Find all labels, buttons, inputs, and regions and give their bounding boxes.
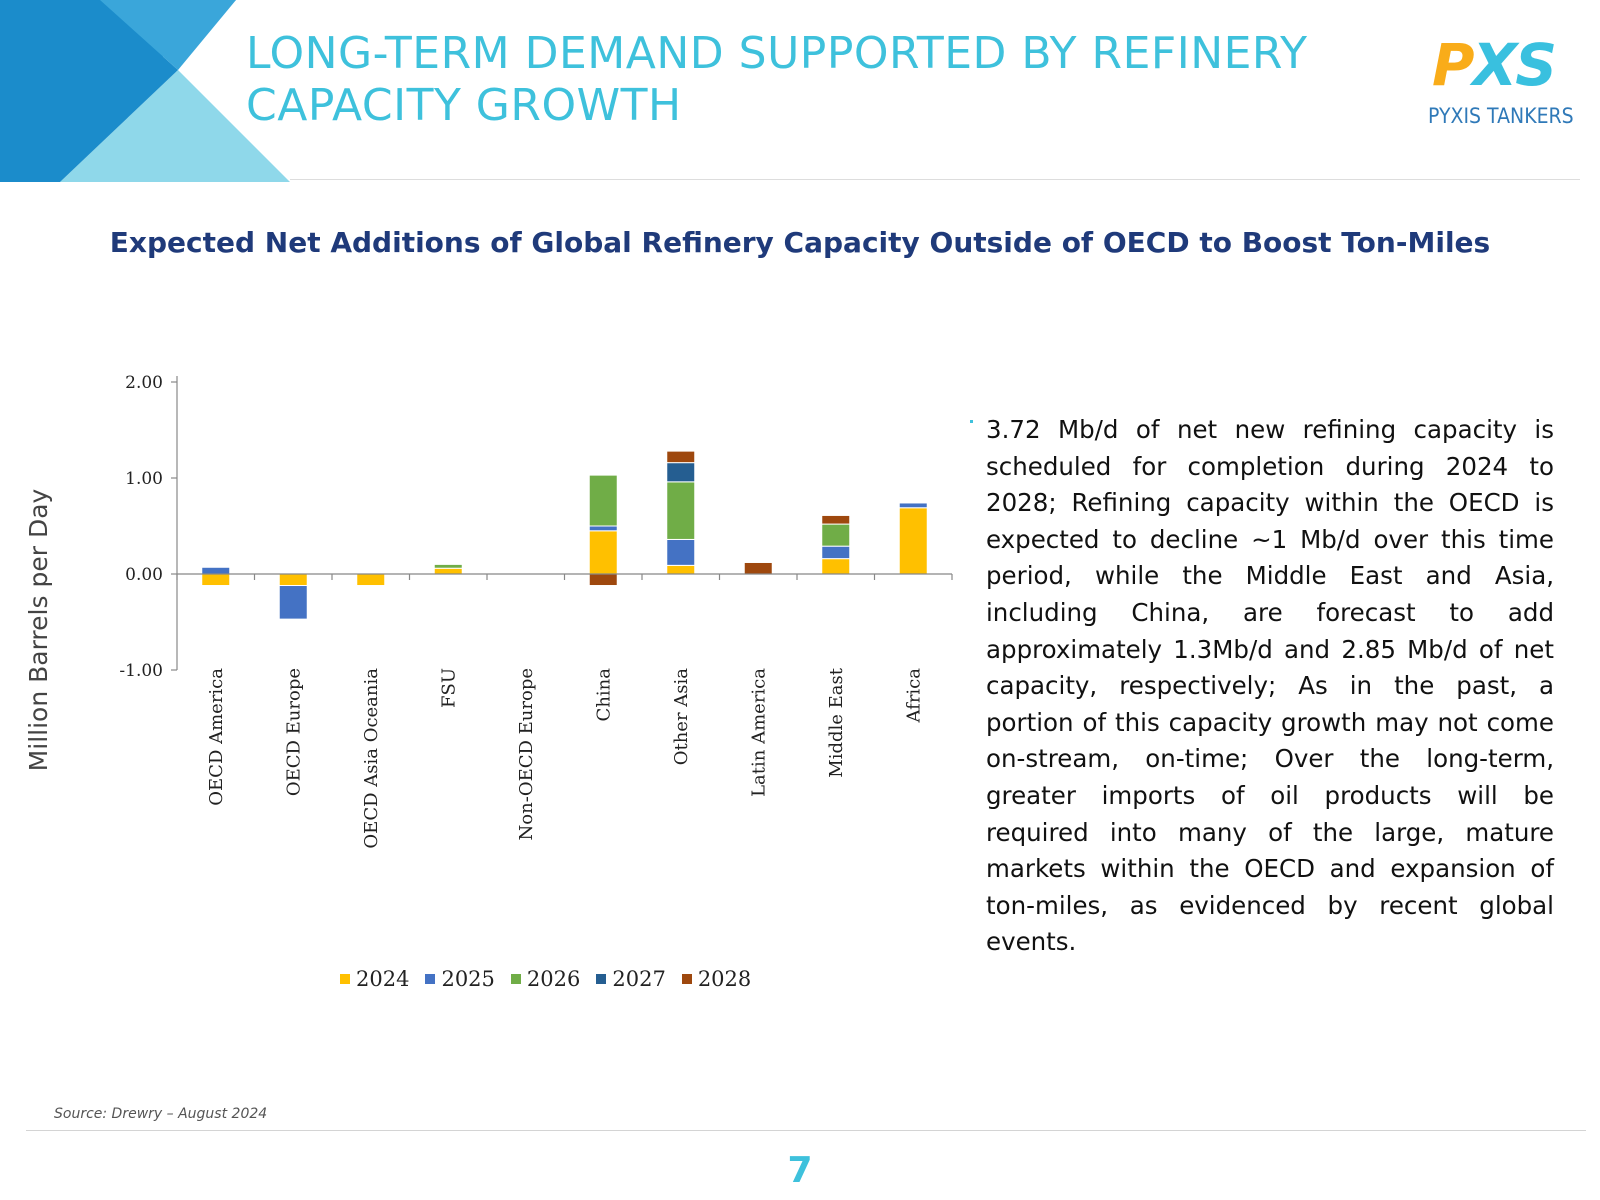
legend-label: 2024 <box>356 967 410 991</box>
x-category-label: China <box>593 668 614 722</box>
legend-item-2027: 2027 <box>596 967 666 991</box>
title-line-1: LONG-TERM DEMAND SUPPORTED BY REFINERY <box>246 28 1308 79</box>
bar-2026 <box>666 481 696 540</box>
source-note: Source: Drewry – August 2024 <box>54 1106 268 1122</box>
header-divider <box>290 179 1580 180</box>
x-category-label: FSU <box>438 668 459 708</box>
x-category-label: OECD Asia Oceania <box>361 668 382 849</box>
x-category-label: Middle East <box>826 667 847 777</box>
title-line-2: CAPACITY GROWTH <box>246 80 682 131</box>
x-category-label: Non-OECD Europe <box>516 668 537 840</box>
chart-subtitle: Expected Net Additions of Global Refiner… <box>109 226 1491 259</box>
legend-swatch <box>340 974 350 984</box>
legend-label: 2025 <box>441 967 495 991</box>
bar-2024 <box>666 564 696 575</box>
bar-2025 <box>898 502 928 509</box>
legend-label: 2027 <box>612 967 666 991</box>
bar-2025 <box>821 545 851 560</box>
footer-divider <box>26 1130 1586 1131</box>
legend-swatch <box>596 974 607 984</box>
y-tick-label: -1.00 <box>119 661 163 681</box>
bar-2024 <box>278 573 308 587</box>
bullet-marker <box>970 420 973 423</box>
x-category-label: Latin America <box>748 668 769 797</box>
bar-2024 <box>588 530 618 575</box>
bar-2024 <box>433 567 463 575</box>
corner-decoration <box>0 0 290 182</box>
bar-2026 <box>433 563 463 569</box>
legend-swatch <box>681 974 692 984</box>
x-category-label: Africa <box>903 668 924 724</box>
logo-text: PYXIS TANKERS <box>1428 104 1574 128</box>
bar-2028 <box>666 450 696 464</box>
bar-2025 <box>201 566 231 575</box>
legend-item-2028: 2028 <box>681 967 752 991</box>
bar-2025 <box>666 538 696 566</box>
bar-2025 <box>278 585 308 620</box>
x-category-label: Other Asia <box>671 668 692 766</box>
page-number: 7 <box>787 1150 813 1191</box>
bar-2026 <box>821 523 851 547</box>
bar-2026 <box>588 474 618 527</box>
body-text: 3.72 Mb/d of net new refining capacity i… <box>986 415 1554 957</box>
bar-2024 <box>898 507 928 575</box>
legend-item-2024: 2024 <box>340 967 409 991</box>
y-tick-label: 1.00 <box>125 469 163 489</box>
legend-label: 2028 <box>697 967 752 991</box>
refinery-capacity-chart: -1.00 0.00 1.00 2.00 OECD America OECD Europe… <box>119 373 953 849</box>
bar-2028 <box>743 561 773 575</box>
logo-mark: PXS <box>1432 31 1557 99</box>
legend-swatch <box>425 974 436 984</box>
bar-2024 <box>821 558 851 575</box>
y-tick-label: 2.00 <box>125 373 163 393</box>
page-title: LONG-TERM DEMAND SUPPORTED BY REFINERY C… <box>246 28 1346 132</box>
x-category-label: OECD Europe <box>283 668 304 796</box>
bar-2028 <box>588 573 618 587</box>
bar-2027 <box>666 462 696 483</box>
bar-2028 <box>821 514 851 525</box>
legend-item-2025: 2025 <box>425 967 495 991</box>
legend-item-2026: 2026 <box>510 967 581 991</box>
legend-label: 2026 <box>526 967 581 991</box>
bar-2025 <box>588 525 618 532</box>
x-category-label: OECD America <box>206 668 227 806</box>
chart-legend: 2024 2025 2026 2027 2028 <box>340 964 751 994</box>
bar-2024 <box>201 573 231 587</box>
pyxis-logo: PXS PYXIS TANKERS <box>1420 20 1580 140</box>
y-tick-label: 0.00 <box>125 565 163 585</box>
bar-2024 <box>356 573 386 587</box>
legend-swatch <box>510 974 521 984</box>
